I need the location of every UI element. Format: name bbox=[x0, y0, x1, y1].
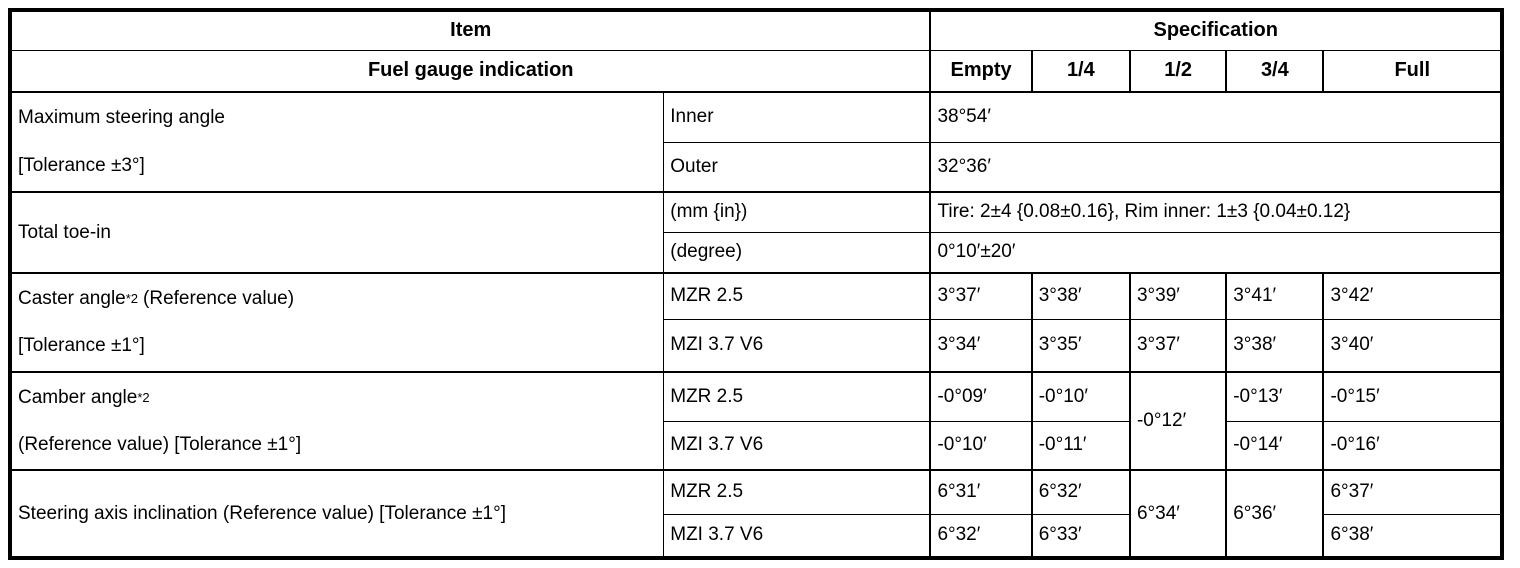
item-camber-angle-lines: Camber angle *2 (Reference value) [Tolera… bbox=[12, 374, 663, 468]
table-row: Maximum steering angle [Tolerance ±3°] I… bbox=[9, 91, 1503, 193]
item-label-line1: Camber angle *2 bbox=[18, 386, 150, 408]
item-total-toe-in: Total toe-in bbox=[9, 191, 665, 274]
header-row-1: Item Specification bbox=[8, 9, 1503, 51]
sub-item-degree: (degree) bbox=[663, 231, 932, 274]
header-specification: Specification bbox=[929, 9, 1503, 51]
value-camber-mzr-quarter: -0°10′ bbox=[1030, 371, 1131, 422]
value-caster-mzi-full: 3°40′ bbox=[1322, 318, 1503, 373]
value-sai-mzi-full: 6°38′ bbox=[1322, 513, 1503, 559]
sub-item-engine-mzi: MZI 3.7 V6 bbox=[663, 420, 932, 471]
value-caster-mzr-half: 3°39′ bbox=[1128, 272, 1228, 320]
value-caster-mzi-empty: 3°34′ bbox=[929, 318, 1033, 373]
caster-angle-text: Caster angle bbox=[18, 287, 126, 309]
value-camber-mzr-empty: -0°09′ bbox=[929, 371, 1033, 422]
value-caster-mzi-half: 3°37′ bbox=[1128, 318, 1228, 373]
sub-item-outer: Outer bbox=[663, 141, 932, 193]
value-sai-mzr-full: 6°37′ bbox=[1322, 469, 1503, 515]
value-camber-mzi-three-quarter: -0°14′ bbox=[1225, 420, 1325, 471]
header-level-full: Full bbox=[1322, 49, 1503, 93]
header-row-2: Fuel gauge indication Empty 1/4 1/2 3/4 … bbox=[8, 49, 1503, 93]
value-sai-mzi-empty: 6°32′ bbox=[929, 513, 1033, 559]
item-steering-axis-inclination: Steering axis inclination (Reference val… bbox=[9, 469, 665, 559]
item-label-line2: [Tolerance ±3°] bbox=[18, 155, 145, 176]
sub-item-mm-in: (mm {in}) bbox=[663, 191, 932, 233]
table-row: Total toe-in (mm {in}) Tire: 2±4 {0.08±0… bbox=[9, 191, 1503, 274]
caster-reference-text: (Reference value) bbox=[143, 287, 295, 309]
value-caster-mzr-full: 3°42′ bbox=[1322, 272, 1503, 320]
value-toe-in-degree: 0°10′±20′ bbox=[929, 231, 1503, 274]
item-caster-angle-lines: Caster angle *2 (Reference value) [Toleran… bbox=[12, 275, 663, 370]
table-row: MZI 3.7 V6 6°32′ 6°33′ 6°38′ bbox=[10, 513, 1503, 559]
sub-item-engine-mzr: MZR 2.5 bbox=[663, 469, 932, 515]
table-row: Outer 32°36′ bbox=[10, 141, 1503, 193]
value-camber-mzi-empty: -0°10′ bbox=[929, 420, 1033, 471]
item-camber-angle: Camber angle *2 (Reference value) [Tolera… bbox=[9, 371, 665, 471]
item-maximum-steering-angle-lines: Maximum steering angle [Tolerance ±3°] bbox=[12, 94, 663, 190]
value-camber-mzr-full: -0°15′ bbox=[1322, 371, 1503, 422]
value-sai-three-quarter-merged: 6°36′ bbox=[1225, 469, 1325, 559]
item-label-line1: Maximum steering angle bbox=[18, 107, 225, 128]
item-label-line1: Caster angle *2 (Reference value) bbox=[18, 287, 295, 309]
value-camber-half-merged: -0°12′ bbox=[1128, 371, 1228, 471]
value-outer: 32°36′ bbox=[929, 141, 1503, 193]
value-caster-mzi-three-quarter: 3°38′ bbox=[1225, 318, 1325, 373]
item-maximum-steering-angle: Maximum steering angle [Tolerance ±3°] bbox=[9, 91, 665, 193]
value-caster-mzr-quarter: 3°38′ bbox=[1030, 272, 1131, 320]
table-row: (degree) 0°10′±20′ bbox=[10, 231, 1503, 274]
table-row: Steering axis inclination (Reference val… bbox=[9, 469, 1503, 559]
value-toe-in-mm: Tire: 2±4 {0.08±0.16}, Rim inner: 1±3 {0… bbox=[929, 191, 1503, 233]
value-caster-mzr-three-quarter: 3°41′ bbox=[1225, 272, 1325, 320]
item-caster-angle: Caster angle *2 (Reference value) [Toleran… bbox=[9, 272, 665, 373]
value-caster-mzi-quarter: 3°35′ bbox=[1030, 318, 1131, 373]
table-row: Caster angle *2 (Reference value) [Toleran… bbox=[9, 272, 1503, 373]
header-level-three-quarter: 3/4 bbox=[1225, 49, 1325, 93]
value-caster-mzr-empty: 3°37′ bbox=[929, 272, 1033, 320]
header-item: Item bbox=[8, 9, 932, 51]
sub-item-engine-mzi: MZI 3.7 V6 bbox=[663, 318, 932, 373]
header-level-quarter: 1/4 bbox=[1030, 49, 1131, 93]
item-label-line2: [Tolerance ±1°] bbox=[18, 335, 145, 357]
table-row: MZI 3.7 V6 -0°10′ -0°11′ -0°14′ -0°16′ bbox=[10, 420, 1503, 471]
value-sai-half-merged: 6°34′ bbox=[1128, 469, 1228, 559]
value-sai-mzi-quarter: 6°33′ bbox=[1030, 513, 1131, 559]
sub-item-engine-mzr: MZR 2.5 bbox=[663, 371, 932, 422]
item-label-line2: (Reference value) [Tolerance ±1°] bbox=[18, 433, 302, 455]
value-camber-mzi-quarter: -0°11′ bbox=[1030, 420, 1131, 471]
table-row: Camber angle *2 (Reference value) [Tolera… bbox=[9, 371, 1503, 471]
alignment-spec-table: Item Specification Fuel gauge indication… bbox=[8, 8, 1504, 560]
sub-item-inner: Inner bbox=[663, 91, 932, 143]
table-row: MZI 3.7 V6 3°34′ 3°35′ 3°37′ 3°38′ 3°40′ bbox=[10, 318, 1503, 373]
header-level-half: 1/2 bbox=[1128, 49, 1228, 93]
sub-item-engine-mzr: MZR 2.5 bbox=[663, 272, 932, 320]
camber-angle-text: Camber angle bbox=[18, 386, 138, 408]
value-inner: 38°54′ bbox=[929, 91, 1503, 143]
value-camber-mzi-full: -0°16′ bbox=[1322, 420, 1503, 471]
value-sai-mzr-empty: 6°31′ bbox=[929, 469, 1033, 515]
value-camber-mzr-three-quarter: -0°13′ bbox=[1225, 371, 1325, 422]
value-sai-mzr-quarter: 6°32′ bbox=[1030, 469, 1131, 515]
header-fuel-gauge-indication: Fuel gauge indication bbox=[8, 49, 932, 93]
sub-item-engine-mzi: MZI 3.7 V6 bbox=[663, 513, 932, 559]
header-level-empty: Empty bbox=[929, 49, 1033, 93]
